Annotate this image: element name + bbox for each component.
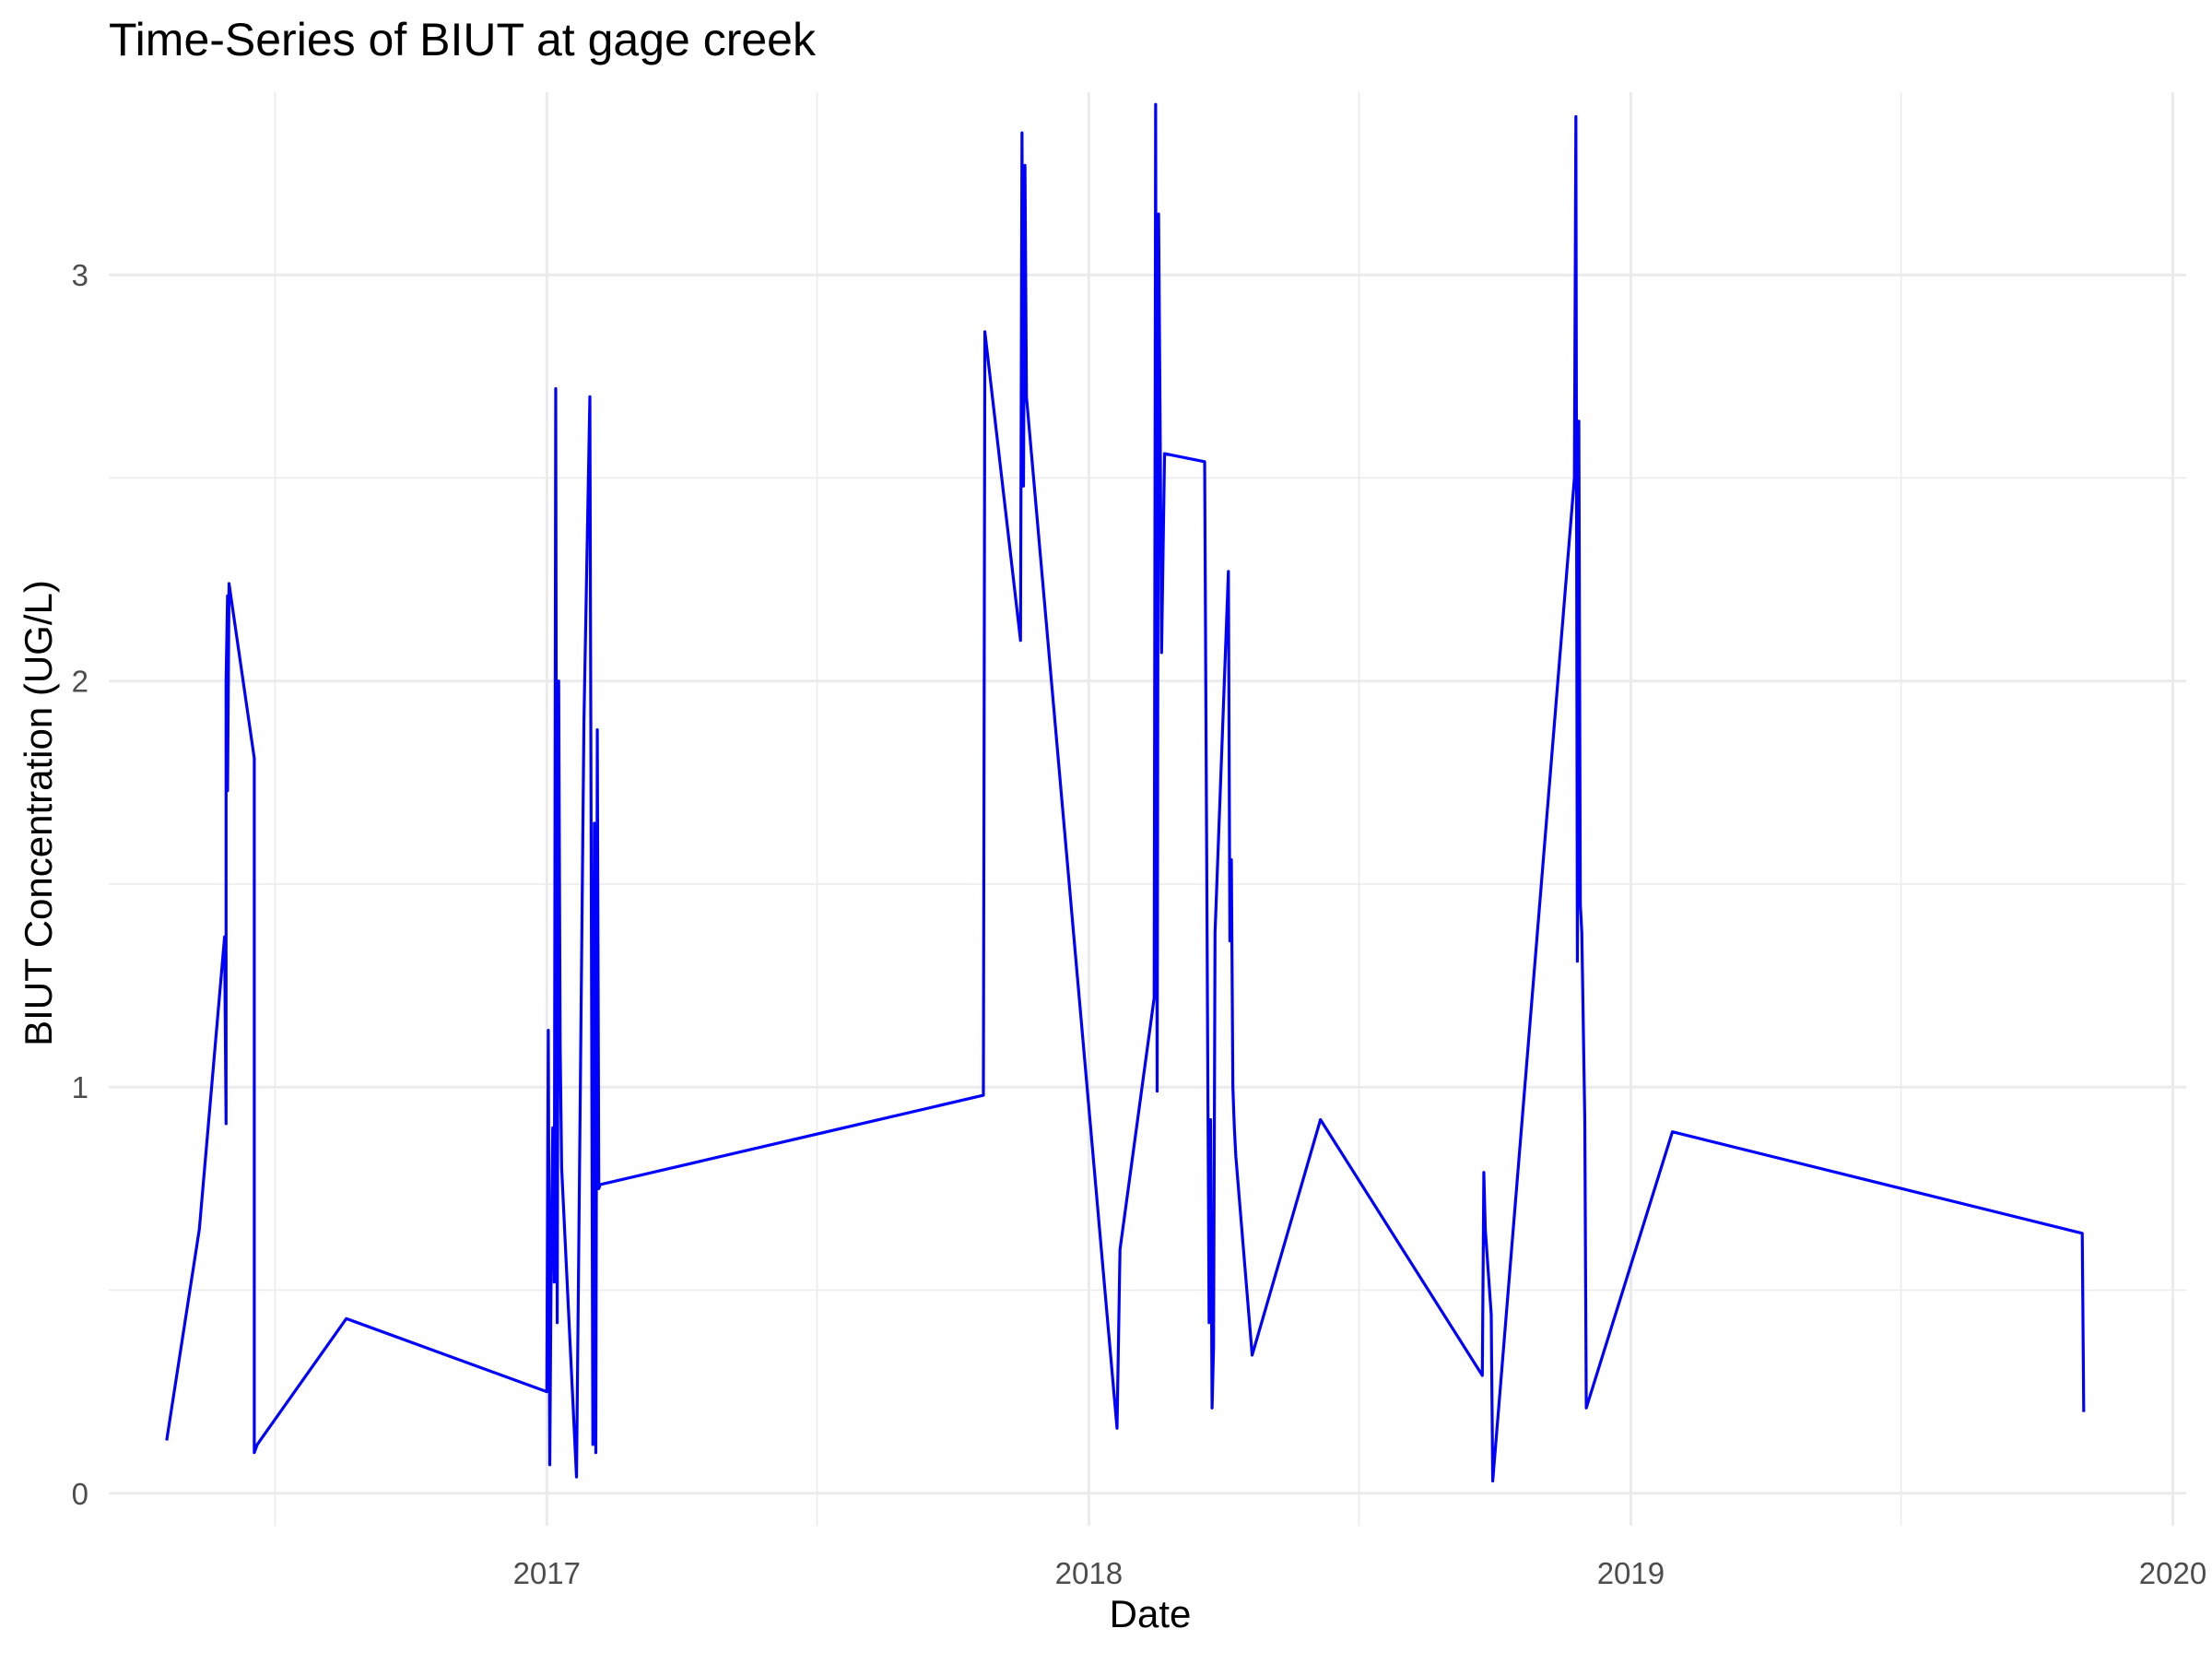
x-axis-tick-labels: 2017 2018 2019 2020 [513, 1556, 2207, 1590]
y-tick-label: 2 [72, 665, 88, 699]
y-tick-label: 1 [72, 1070, 88, 1104]
x-tick-label: 2017 [513, 1556, 581, 1590]
x-tick-label: 2018 [1055, 1556, 1123, 1590]
y-tick-label: 0 [72, 1477, 88, 1511]
minor-gridlines [109, 92, 2186, 1526]
y-axis-title: BIUT Concentration (UG/L) [17, 580, 60, 1046]
y-tick-label: 3 [72, 258, 88, 292]
x-tick-label: 2019 [1597, 1556, 1665, 1590]
x-axis-title: Date [1110, 1592, 1192, 1635]
major-gridlines [109, 92, 2186, 1526]
chart-title: Time-Series of BIUT at gage creek [109, 14, 817, 65]
y-axis-tick-labels: 0 1 2 3 [72, 258, 88, 1511]
series-line [165, 102, 2086, 1483]
x-tick-label: 2020 [2139, 1556, 2206, 1590]
series-layer [165, 102, 2086, 1483]
